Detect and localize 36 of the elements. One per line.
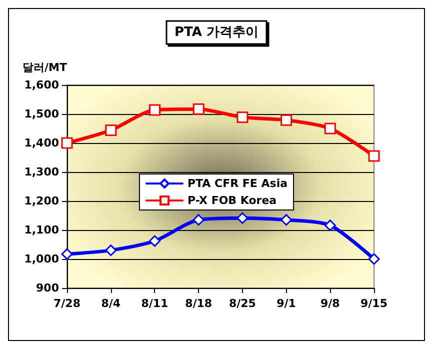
x-tick-label: 8/25 bbox=[228, 297, 256, 310]
point bbox=[148, 104, 160, 116]
x-tick-label: 9/1 bbox=[276, 297, 296, 310]
point bbox=[105, 124, 117, 136]
legend-label: P-X FOB Korea bbox=[187, 194, 277, 207]
chart-title: PTA 가격추이 bbox=[174, 25, 258, 40]
point bbox=[236, 212, 248, 224]
legend-label: PTA CFR FE Asia bbox=[187, 177, 288, 190]
x-tick-label: 7/28 bbox=[54, 297, 80, 310]
x-tick-label: 8/4 bbox=[101, 297, 121, 310]
point bbox=[324, 122, 336, 134]
y-tick-label: 1,200 bbox=[24, 194, 60, 208]
x-tick-label: 9/8 bbox=[320, 297, 340, 310]
x-tick-label: 9/15 bbox=[360, 297, 388, 310]
point bbox=[61, 137, 73, 149]
point bbox=[324, 220, 336, 232]
point bbox=[105, 244, 117, 256]
point bbox=[148, 235, 160, 247]
y-tick-label: 1,000 bbox=[24, 252, 60, 266]
point bbox=[192, 214, 204, 226]
point bbox=[368, 253, 380, 265]
x-tick-label: 8/11 bbox=[141, 297, 168, 310]
x-tick-label: 8/18 bbox=[185, 297, 212, 310]
y-tick-label: 1,100 bbox=[24, 224, 60, 236]
point bbox=[236, 111, 248, 123]
point bbox=[61, 248, 73, 260]
point bbox=[368, 150, 380, 162]
y-tick-label: 1,400 bbox=[24, 136, 60, 150]
y-tick-label: 900 bbox=[36, 282, 60, 294]
point bbox=[280, 114, 292, 126]
y-tick-label: 1,300 bbox=[24, 166, 60, 178]
y-axis-title: 달러/MT bbox=[22, 61, 68, 74]
y-tick-label: 1,500 bbox=[24, 108, 60, 120]
point bbox=[280, 214, 292, 226]
point bbox=[192, 103, 204, 115]
y-tick-label: 1,600 bbox=[24, 78, 60, 92]
